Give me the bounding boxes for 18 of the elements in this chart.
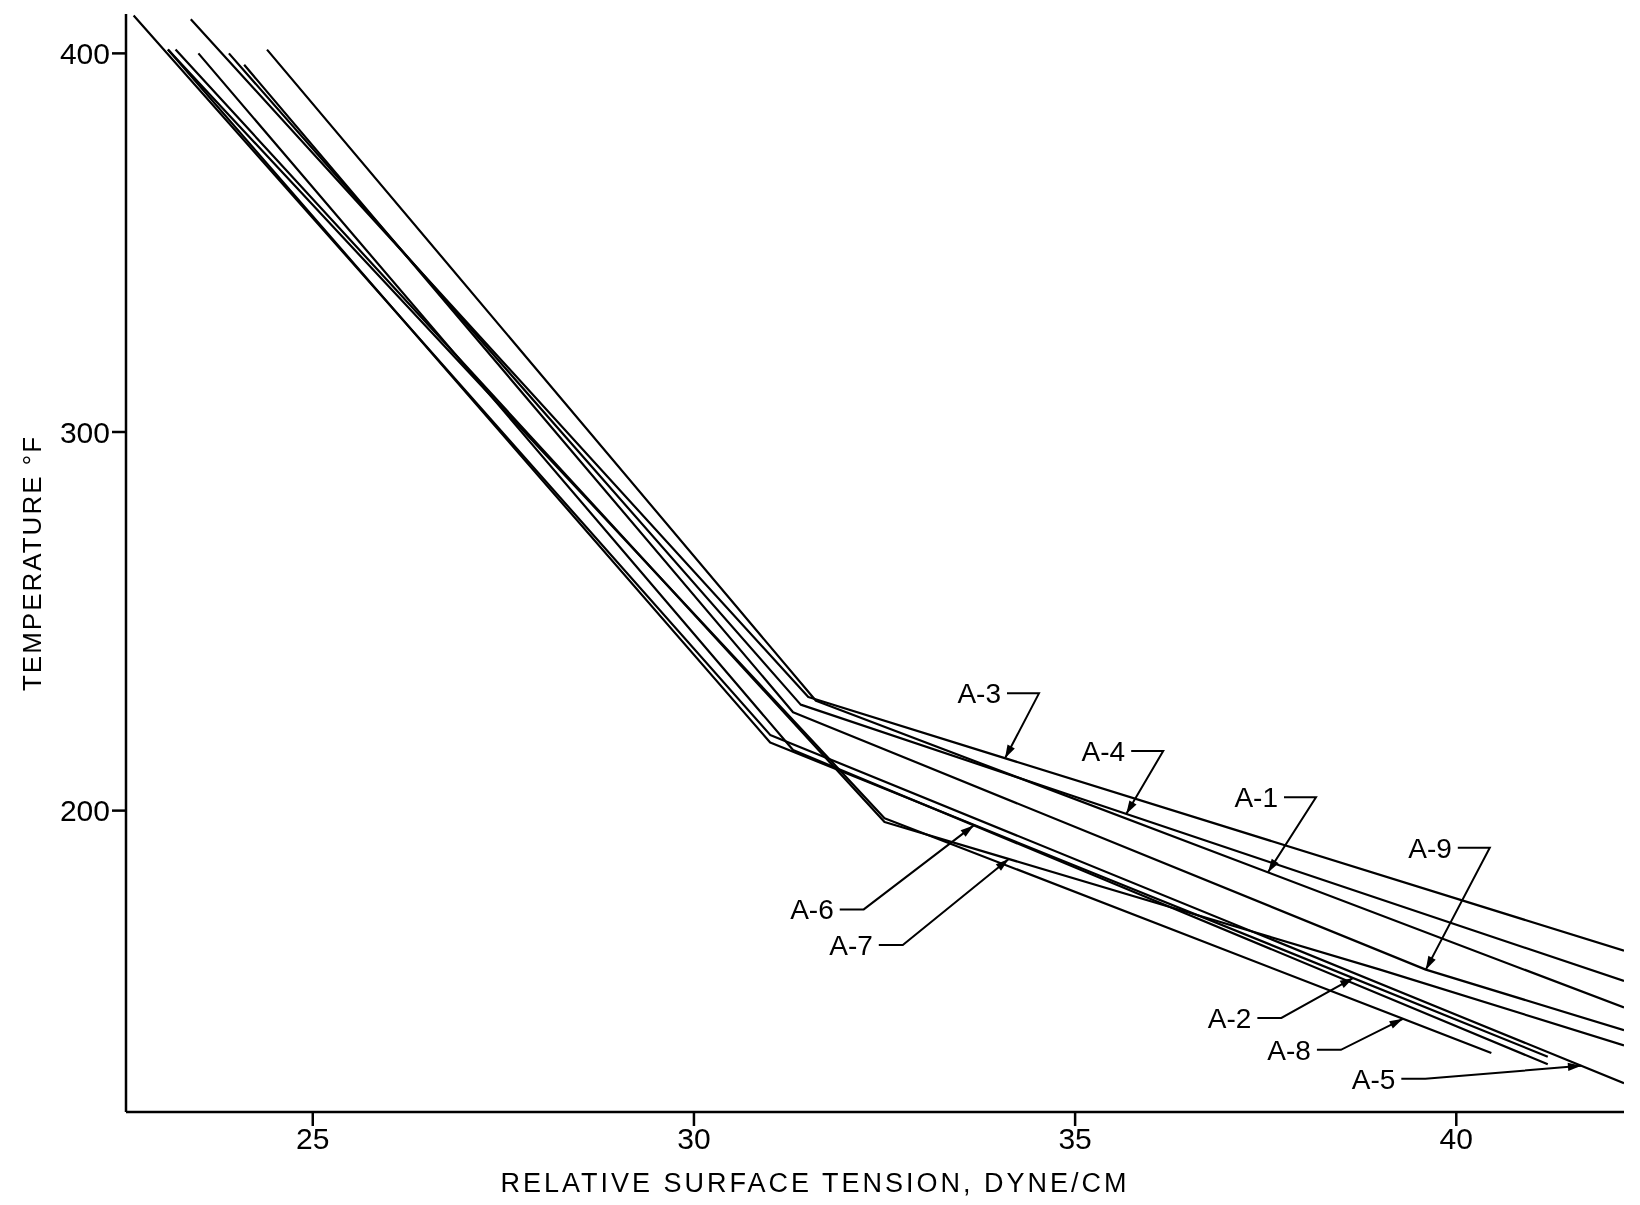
annotation: A-2 — [1207, 1002, 1252, 1034]
y-axis-title: TEMPERATURE °F — [16, 434, 47, 692]
x-axis-title: RELATIVE SURFACE TENSION, DYNE/CM — [500, 1168, 1130, 1198]
x-tick-label: 25 — [296, 1122, 330, 1156]
x-tick-label: 30 — [677, 1122, 711, 1156]
y-tick-label: 300 — [59, 415, 110, 449]
y-tick-label: 200 — [59, 794, 110, 828]
annotation: A-9 — [1408, 832, 1452, 864]
annotation: A-5 — [1351, 1063, 1396, 1095]
annotation: A-6 — [790, 894, 834, 926]
annotation: A-1 — [1234, 782, 1278, 814]
annotation: A-8 — [1267, 1034, 1311, 1066]
annotation: A-4 — [1081, 736, 1126, 768]
x-tick-label: 35 — [1058, 1122, 1092, 1156]
annotation: A-7 — [829, 930, 873, 962]
y-tick-label: 400 — [59, 37, 110, 71]
x-tick-label: 40 — [1439, 1122, 1473, 1156]
annotation: A-3 — [957, 678, 1001, 710]
